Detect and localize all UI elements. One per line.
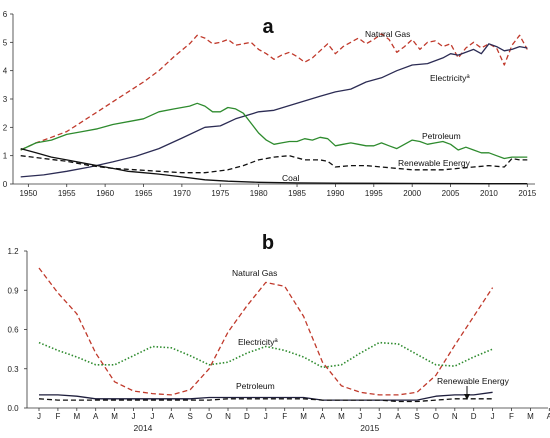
- label-renewable-b: Renewable Energy: [437, 376, 510, 386]
- panel-b-xtick-label: A: [547, 412, 550, 421]
- panel-b-line-renewable-energy: [38, 398, 493, 403]
- panel-b-xtick-label: D: [471, 412, 477, 421]
- panel-a-ytick-label: 3: [3, 95, 8, 104]
- panel-b-xtick-label: S: [414, 412, 419, 421]
- panel-a-xtick-label: 2005: [442, 189, 460, 198]
- label-natural-gas-b: Natural Gas: [232, 268, 277, 278]
- panel-b-line-electricity: [38, 341, 493, 369]
- panel-a-ytick-label: 2: [3, 123, 8, 132]
- label-coal-a: Coal: [282, 173, 300, 183]
- panel-b-xtick-label: J: [377, 412, 381, 421]
- panel-a-xtick-label: 1955: [58, 189, 76, 198]
- panel-b-xtick-label: A: [93, 412, 99, 421]
- panel-b-xtick-label: M: [527, 412, 534, 421]
- panel-a-line-renewable-energy: [20, 155, 528, 174]
- panel-b-xtick-label: J: [132, 412, 136, 421]
- panel-b-xtick-label: M: [300, 412, 307, 421]
- panel-a-line-natural-gas: [20, 33, 528, 151]
- panel-a-xtick-label: 1985: [288, 189, 306, 198]
- panel-b-letter: b: [262, 232, 274, 254]
- label-electricity-b: Electricitya: [238, 337, 278, 347]
- panel-b-series: [38, 267, 494, 403]
- panel-b-xtick-label: F: [282, 412, 287, 421]
- panel-a-ticks: 0 1 2 3 4 5 6 1950 1955 1960 1965 1970 1975 1980 1985 1…: [3, 10, 537, 198]
- panel-a-xtick-label: 1960: [96, 189, 114, 198]
- panel-b-xtick-label: N: [452, 412, 458, 421]
- panel-a-line-petroleum: [20, 102, 528, 160]
- panel-b-xtick-label: M: [73, 412, 80, 421]
- panel-b-xtick-label: J: [264, 412, 268, 421]
- panel-b-line-petroleum: [39, 391, 493, 401]
- panel-b-xtick-label: S: [188, 412, 193, 421]
- panel-b-ytick-label: 0.9: [7, 286, 19, 295]
- panel-b-ytick-label: 0.6: [7, 326, 19, 335]
- panel-a-letter: a: [262, 16, 274, 38]
- panel-b-xtick-label: A: [320, 412, 326, 421]
- panel-a-xtick-label: 2000: [403, 189, 421, 198]
- panel-a-xtick-label: 1995: [365, 189, 383, 198]
- panel-a-ytick-label: 6: [3, 10, 8, 19]
- panel-a-xtick-label: 1970: [173, 189, 191, 198]
- panel-a-xtick-label: 1975: [211, 189, 229, 198]
- label-renewable-a: Renewable Energy: [398, 158, 471, 168]
- panel-a-line-coal: [20, 147, 528, 185]
- label-petroleum-b: Petroleum: [236, 381, 275, 391]
- panel-a-xtick-label: 1990: [327, 189, 345, 198]
- panel-b-ytick-label: 0.0: [7, 404, 19, 413]
- panel-b-xtick-label: D: [244, 412, 250, 421]
- label-natural-gas-a: Natural Gas: [365, 29, 410, 39]
- panel-a-xtick-label: 1980: [250, 189, 268, 198]
- panel-b-xtick-label: M: [338, 412, 345, 421]
- panel-b-year-label: 2015: [360, 423, 379, 433]
- panel-b-xtick-label: N: [225, 412, 231, 421]
- panel-b-ticks: 0.0 0.3 0.6 0.9 1.2 J F M A M J J A S O N D J F M A M J J A S O N D J…: [7, 247, 550, 433]
- panel-b-ytick-label: 1.2: [7, 247, 19, 256]
- panel-b-year-label: 2014: [133, 423, 152, 433]
- panel-b-xtick-label: M: [111, 412, 118, 421]
- panel-a-xtick-label: 2010: [480, 189, 498, 198]
- panel-b-xtick-label: J: [491, 412, 495, 421]
- panel-b-xtick-label: O: [433, 412, 439, 421]
- panel-b-xtick-label: J: [150, 412, 154, 421]
- panel-b-xtick-label: F: [509, 412, 514, 421]
- panel-a-ytick-label: 5: [3, 38, 8, 47]
- panel-b-xtick-label: J: [37, 412, 41, 421]
- label-electricity-a-text: Electricity: [430, 73, 467, 83]
- panel-a-ytick-label: 0: [3, 180, 8, 189]
- panel-a-line-electricity: [20, 43, 528, 178]
- panel-b-xtick-label: A: [169, 412, 175, 421]
- panel-b-xtick-label: F: [55, 412, 60, 421]
- panel-b-xtick-label: A: [395, 412, 401, 421]
- label-electricity-b-text: Electricity: [238, 337, 275, 347]
- panel-a-series: [20, 33, 528, 185]
- panel-b-xtick-label: J: [358, 412, 362, 421]
- panel-a-xtick-label: 1950: [19, 189, 37, 198]
- label-electricity-a: Electricitya: [430, 73, 470, 83]
- panel-b-chart: b 0.0 0.3 0.6 0.9 1.2 J F M A M J J A S O N D J F M A M J J A S O N…: [7, 232, 550, 433]
- label-electricity-a-sup: a: [466, 74, 470, 80]
- panel-a-ytick-label: 4: [3, 67, 8, 76]
- panel-b-line-natural-gas: [38, 267, 494, 396]
- panel-a-chart: a 0 1 2 3 4 5 6 1950 1955 1960 1965 1970 1975 1980 198…: [3, 10, 537, 198]
- panel-a-xtick-label: 1965: [135, 189, 153, 198]
- panel-a-xtick-label: 2015: [518, 189, 536, 198]
- panel-a-ytick-label: 1: [3, 152, 8, 161]
- panel-b-ytick-label: 0.3: [7, 365, 19, 374]
- panel-b-xtick-label: O: [206, 412, 212, 421]
- label-electricity-b-sup: a: [274, 338, 278, 344]
- label-petroleum-a: Petroleum: [422, 131, 461, 141]
